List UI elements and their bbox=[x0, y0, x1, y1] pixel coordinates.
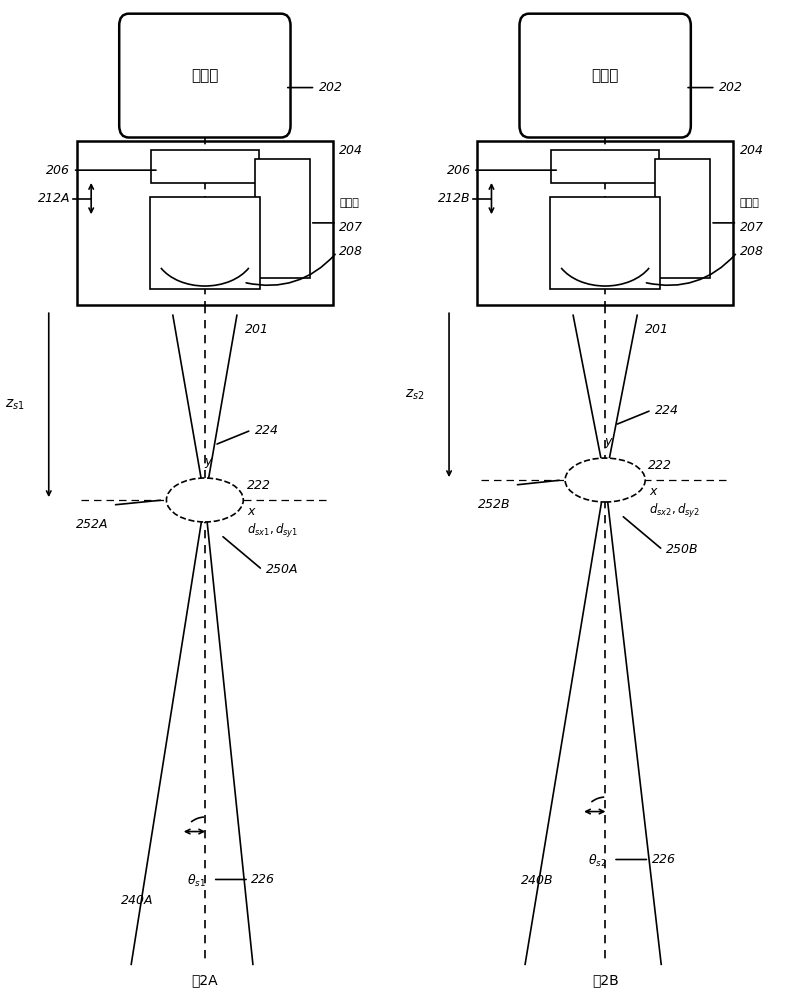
Text: 212B: 212B bbox=[438, 192, 471, 205]
Text: 226: 226 bbox=[651, 853, 675, 866]
Text: 202: 202 bbox=[719, 81, 743, 94]
Text: 201: 201 bbox=[245, 323, 269, 336]
Text: 图2B: 图2B bbox=[592, 973, 618, 987]
Text: 致动器: 致动器 bbox=[339, 198, 359, 208]
Text: 224: 224 bbox=[654, 404, 679, 417]
Text: 240A: 240A bbox=[121, 894, 153, 907]
Text: 207: 207 bbox=[339, 221, 364, 234]
Text: 250B: 250B bbox=[666, 543, 699, 556]
Text: 发射器: 发射器 bbox=[592, 68, 619, 83]
Text: 202: 202 bbox=[318, 81, 343, 94]
Text: y: y bbox=[604, 435, 612, 448]
Text: 206: 206 bbox=[447, 164, 471, 177]
Text: 250A: 250A bbox=[266, 563, 298, 576]
Text: 致动器: 致动器 bbox=[740, 198, 759, 208]
Bar bbox=[77, 140, 333, 305]
Text: x: x bbox=[649, 485, 657, 498]
Text: 208: 208 bbox=[339, 245, 364, 258]
Bar bbox=[151, 150, 259, 183]
Bar bbox=[551, 150, 659, 183]
Bar bbox=[255, 159, 310, 278]
Text: 208: 208 bbox=[740, 245, 763, 258]
Text: $d_{sx2},d_{sy2}$: $d_{sx2},d_{sy2}$ bbox=[649, 502, 700, 520]
Text: $\theta_{s2}$: $\theta_{s2}$ bbox=[588, 853, 607, 869]
Bar bbox=[477, 140, 733, 305]
Bar bbox=[150, 197, 260, 289]
Text: 204: 204 bbox=[339, 144, 364, 157]
FancyBboxPatch shape bbox=[119, 14, 290, 138]
Text: $\theta_{s1}$: $\theta_{s1}$ bbox=[187, 872, 206, 889]
Text: 207: 207 bbox=[740, 221, 763, 234]
Text: 201: 201 bbox=[645, 323, 669, 336]
Text: $d_{sx1},d_{sy1}$: $d_{sx1},d_{sy1}$ bbox=[247, 522, 298, 540]
Text: 发射器: 发射器 bbox=[191, 68, 218, 83]
Text: x: x bbox=[247, 505, 255, 518]
Text: y: y bbox=[205, 455, 212, 468]
Text: 222: 222 bbox=[247, 479, 271, 492]
Text: 252B: 252B bbox=[478, 498, 511, 511]
Text: 252A: 252A bbox=[77, 518, 109, 531]
Ellipse shape bbox=[166, 478, 243, 522]
Text: 图2A: 图2A bbox=[192, 973, 218, 987]
Text: 204: 204 bbox=[740, 144, 763, 157]
Text: 222: 222 bbox=[648, 459, 672, 472]
Bar bbox=[550, 197, 660, 289]
Text: $z_{s2}$: $z_{s2}$ bbox=[405, 388, 425, 402]
Text: 240B: 240B bbox=[521, 874, 554, 887]
FancyBboxPatch shape bbox=[520, 14, 691, 138]
Text: 212A: 212A bbox=[38, 192, 70, 205]
Text: $z_{s1}$: $z_{s1}$ bbox=[5, 398, 25, 412]
Bar bbox=[655, 159, 710, 278]
Ellipse shape bbox=[565, 458, 645, 502]
Text: 224: 224 bbox=[255, 424, 279, 437]
Text: 226: 226 bbox=[251, 873, 276, 886]
Text: 206: 206 bbox=[47, 164, 70, 177]
